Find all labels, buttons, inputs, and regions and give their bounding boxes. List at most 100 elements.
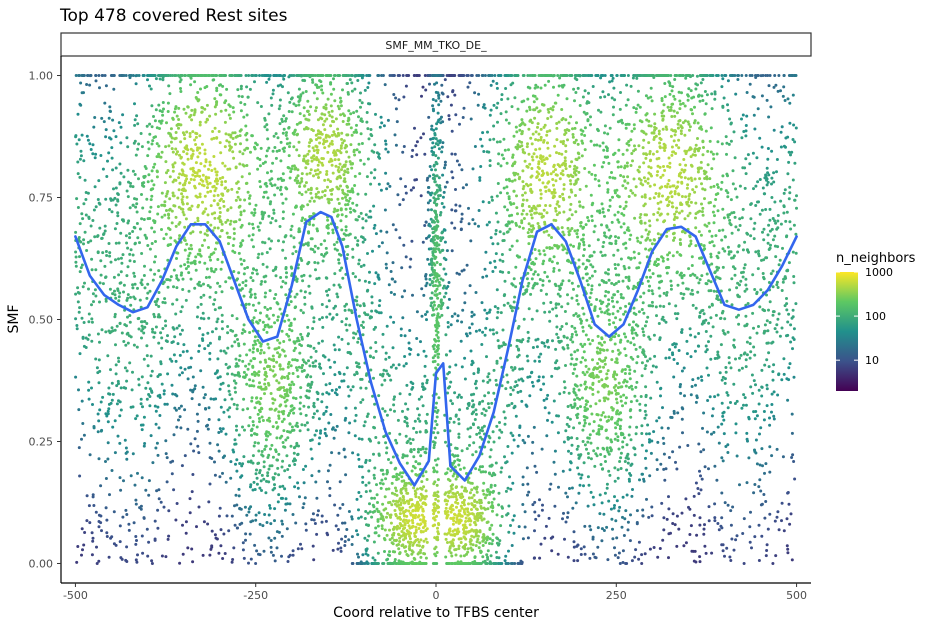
scatter-point — [256, 225, 260, 229]
scatter-point — [370, 295, 374, 299]
scatter-point — [433, 458, 437, 462]
scatter-point — [352, 336, 356, 340]
scatter-point — [745, 437, 749, 441]
scatter-point — [262, 465, 266, 469]
scatter-point — [263, 513, 267, 516]
scatter-point — [423, 152, 427, 156]
scatter-point — [107, 242, 111, 245]
scatter-point — [249, 295, 253, 299]
scatter-point — [211, 330, 214, 334]
scatter-point — [430, 191, 434, 195]
scatter-point — [299, 308, 303, 312]
scatter-point — [642, 477, 646, 481]
scatter-point — [135, 202, 139, 206]
scatter-point — [156, 394, 160, 398]
scatter-point — [354, 218, 358, 222]
scatter-point — [177, 406, 181, 410]
scatter-point — [133, 297, 137, 301]
scatter-point — [392, 403, 396, 407]
scatter-point — [299, 332, 303, 336]
scatter-point — [374, 271, 378, 275]
scatter-point — [481, 330, 485, 334]
scatter-point — [609, 507, 613, 511]
scatter-point — [338, 480, 342, 484]
scatter-point — [523, 441, 527, 445]
scatter-point — [262, 275, 266, 279]
scatter-point — [627, 433, 631, 437]
scatter-point — [673, 74, 677, 77]
scatter-point — [132, 271, 136, 275]
scatter-point — [609, 242, 613, 246]
scatter-point — [453, 74, 457, 77]
scatter-point — [467, 404, 471, 407]
scatter-point — [125, 513, 129, 516]
scatter-point — [793, 161, 797, 165]
scatter-point — [526, 482, 530, 486]
scatter-point — [183, 408, 187, 412]
scatter-point — [257, 301, 261, 305]
scatter-point — [240, 287, 244, 291]
scatter-point — [387, 458, 390, 461]
scatter-point — [124, 446, 128, 450]
scatter-point — [445, 249, 449, 253]
scatter-point — [431, 280, 435, 284]
scatter-point — [175, 298, 179, 302]
scatter-point — [136, 471, 139, 475]
scatter-point — [760, 258, 763, 262]
scatter-point — [159, 275, 163, 279]
scatter-point — [749, 217, 753, 221]
scatter-point — [485, 274, 489, 278]
scatter-point — [447, 117, 451, 121]
scatter-point — [496, 162, 500, 166]
scatter-point — [533, 359, 537, 363]
scatter-point — [698, 74, 702, 77]
scatter-point — [491, 242, 495, 246]
scatter-point — [318, 362, 322, 366]
scatter-point — [771, 378, 775, 382]
scatter-point — [772, 417, 776, 421]
scatter-point — [324, 276, 328, 280]
scatter-point — [180, 328, 184, 332]
scatter-point — [106, 412, 110, 416]
scatter-point — [773, 234, 777, 238]
scatter-point — [278, 98, 282, 102]
scatter-point — [333, 391, 337, 395]
scatter-point — [348, 421, 352, 425]
scatter-point — [229, 460, 233, 464]
scatter-point — [765, 166, 769, 170]
scatter-point — [273, 193, 277, 197]
scatter-point — [206, 331, 210, 335]
scatter-point — [78, 157, 82, 161]
scatter-point — [768, 512, 772, 516]
scatter-point — [125, 457, 129, 461]
scatter-point — [783, 188, 787, 192]
scatter-point — [760, 385, 764, 389]
scatter-point — [734, 92, 738, 96]
scatter-point — [522, 74, 526, 77]
scatter-point — [653, 354, 657, 358]
scatter-point — [220, 313, 224, 317]
scatter-point — [758, 212, 762, 216]
scatter-point — [302, 404, 306, 408]
scatter-point — [470, 322, 474, 326]
scatter-point — [220, 320, 224, 324]
scatter-point — [271, 455, 275, 459]
scatter-point — [377, 182, 381, 186]
scatter-point — [469, 239, 473, 243]
scatter-point — [537, 355, 541, 359]
scatter-point — [523, 510, 527, 514]
scatter-point — [355, 203, 359, 207]
scatter-point — [743, 351, 747, 355]
scatter-point — [396, 418, 400, 422]
scatter-point — [715, 254, 719, 258]
scatter-point — [343, 521, 347, 525]
scatter-point — [705, 430, 709, 434]
scatter-point — [114, 343, 117, 347]
scatter-point — [510, 544, 514, 547]
scatter-point — [617, 447, 621, 451]
scatter-point — [472, 313, 476, 317]
scatter-point — [436, 457, 440, 461]
scatter-point — [337, 348, 341, 352]
scatter-point — [389, 408, 392, 412]
scatter-point — [355, 303, 359, 307]
